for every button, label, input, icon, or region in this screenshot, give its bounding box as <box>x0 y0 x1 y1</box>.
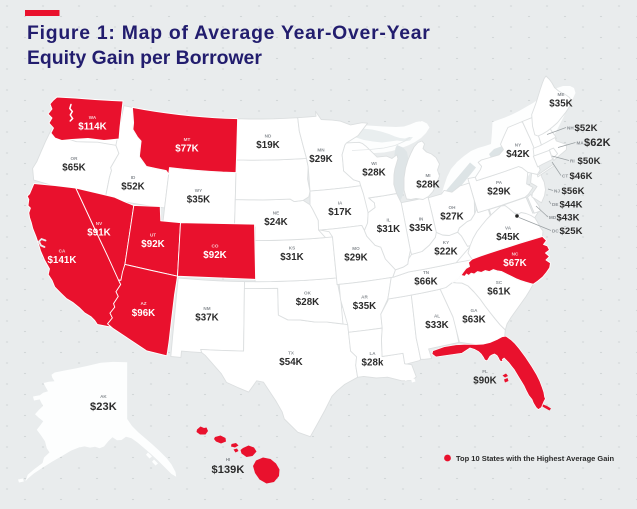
svg-text:$44K: $44K <box>560 200 583 211</box>
svg-text:$52K: $52K <box>575 123 598 134</box>
svg-text:$28K: $28K <box>296 297 320 308</box>
svg-text:$63K: $63K <box>462 314 486 325</box>
svg-text:AL: AL <box>434 313 440 318</box>
svg-text:AR: AR <box>361 294 368 299</box>
svg-text:$50K: $50K <box>578 156 601 167</box>
svg-text:CO: CO <box>212 243 219 248</box>
svg-text:$139K: $139K <box>212 464 245 476</box>
svg-text:$28K: $28K <box>362 168 386 179</box>
svg-text:NH: NH <box>567 125 574 130</box>
svg-text:$52K: $52K <box>121 181 145 192</box>
svg-text:CT: CT <box>562 173 568 178</box>
svg-text:WY: WY <box>195 188 202 193</box>
svg-text:$92K: $92K <box>141 239 165 250</box>
svg-text:$17K: $17K <box>328 207 352 218</box>
svg-text:IN: IN <box>419 216 424 221</box>
svg-text:$35K: $35K <box>549 98 573 109</box>
svg-text:$35K: $35K <box>187 194 211 205</box>
svg-text:$35K: $35K <box>409 223 433 234</box>
svg-text:$28k: $28k <box>362 357 384 368</box>
svg-text:$22K: $22K <box>434 246 458 257</box>
svg-text:$37K: $37K <box>195 312 219 323</box>
svg-text:$66K: $66K <box>414 276 438 287</box>
svg-text:NM: NM <box>203 306 210 311</box>
svg-text:LA: LA <box>369 351 376 356</box>
svg-text:WI: WI <box>371 161 377 166</box>
svg-text:$33K: $33K <box>425 320 449 331</box>
svg-text:NC: NC <box>512 251 519 256</box>
svg-text:OH: OH <box>449 205 457 210</box>
svg-text:$62K: $62K <box>584 137 611 149</box>
svg-text:ND: ND <box>265 133 272 138</box>
svg-text:KS: KS <box>289 245 295 250</box>
svg-text:UT: UT <box>150 233 156 238</box>
svg-text:$28K: $28K <box>416 180 440 191</box>
svg-text:FL: FL <box>482 369 488 374</box>
svg-text:$27K: $27K <box>440 211 464 222</box>
svg-text:$77K: $77K <box>175 143 199 154</box>
svg-text:TN: TN <box>423 270 430 275</box>
svg-text:$29K: $29K <box>309 154 333 165</box>
svg-text:PA: PA <box>496 180 503 185</box>
svg-text:$45K: $45K <box>496 232 520 243</box>
svg-text:OK: OK <box>304 290 312 295</box>
svg-text:NY: NY <box>515 142 521 147</box>
svg-text:$92K: $92K <box>203 250 227 261</box>
svg-text:AZ: AZ <box>140 301 146 306</box>
svg-text:GA: GA <box>471 308 479 313</box>
svg-text:$90K: $90K <box>473 375 497 386</box>
svg-text:RI: RI <box>570 158 575 163</box>
svg-text:Top 10 States with the Highest: Top 10 States with the Highest Average G… <box>456 454 615 463</box>
svg-text:CA: CA <box>59 249 66 254</box>
svg-text:$25K: $25K <box>560 226 583 237</box>
svg-text:$96K: $96K <box>132 308 156 319</box>
svg-text:$67K: $67K <box>503 258 527 269</box>
svg-text:$24K: $24K <box>264 217 288 228</box>
svg-text:AK: AK <box>100 394 107 399</box>
svg-text:ME: ME <box>558 92 565 97</box>
svg-text:WA: WA <box>89 115 97 120</box>
svg-text:$65K: $65K <box>62 162 86 173</box>
svg-text:$31K: $31K <box>280 252 304 263</box>
svg-text:HI: HI <box>226 457 231 462</box>
svg-text:VA: VA <box>505 225 512 230</box>
svg-text:$114K: $114K <box>78 121 107 132</box>
svg-text:$29K: $29K <box>487 186 511 197</box>
svg-text:Figure 1: Map of Average Year-: Figure 1: Map of Average Year-Over-Year <box>27 22 431 44</box>
svg-text:$42K: $42K <box>506 149 530 160</box>
svg-text:$54K: $54K <box>279 357 303 368</box>
svg-text:MD: MD <box>549 215 557 220</box>
svg-text:$91K: $91K <box>87 227 111 238</box>
svg-text:$23K: $23K <box>90 401 117 413</box>
svg-text:IL: IL <box>386 217 390 222</box>
svg-text:$46K: $46K <box>570 171 593 182</box>
svg-text:Equity Gain per Borrower: Equity Gain per Borrower <box>27 47 262 69</box>
svg-text:ID: ID <box>131 175 136 180</box>
svg-text:KY: KY <box>443 240 449 245</box>
svg-text:$19K: $19K <box>256 140 280 151</box>
svg-text:MO: MO <box>352 246 360 251</box>
svg-text:$35K: $35K <box>353 301 377 312</box>
svg-text:MI: MI <box>425 173 430 178</box>
svg-text:NV: NV <box>96 221 103 226</box>
svg-text:$56K: $56K <box>562 186 585 197</box>
svg-text:$31K: $31K <box>377 224 401 235</box>
svg-text:$141K: $141K <box>47 255 76 266</box>
svg-text:IA: IA <box>338 200 343 205</box>
svg-text:$43K: $43K <box>557 213 580 224</box>
svg-text:OR: OR <box>71 156 79 161</box>
svg-text:NE: NE <box>273 210 279 215</box>
svg-text:MT: MT <box>184 137 191 142</box>
svg-text:MA: MA <box>577 140 585 145</box>
svg-text:DC: DC <box>552 228 559 233</box>
svg-text:$29K: $29K <box>344 252 368 263</box>
svg-text:$61K: $61K <box>487 286 511 297</box>
svg-text:SC: SC <box>496 280 503 285</box>
svg-text:TX: TX <box>288 350 295 355</box>
svg-text:NJ: NJ <box>554 188 560 193</box>
svg-text:MN: MN <box>317 148 325 153</box>
svg-text:DE: DE <box>552 202 558 207</box>
